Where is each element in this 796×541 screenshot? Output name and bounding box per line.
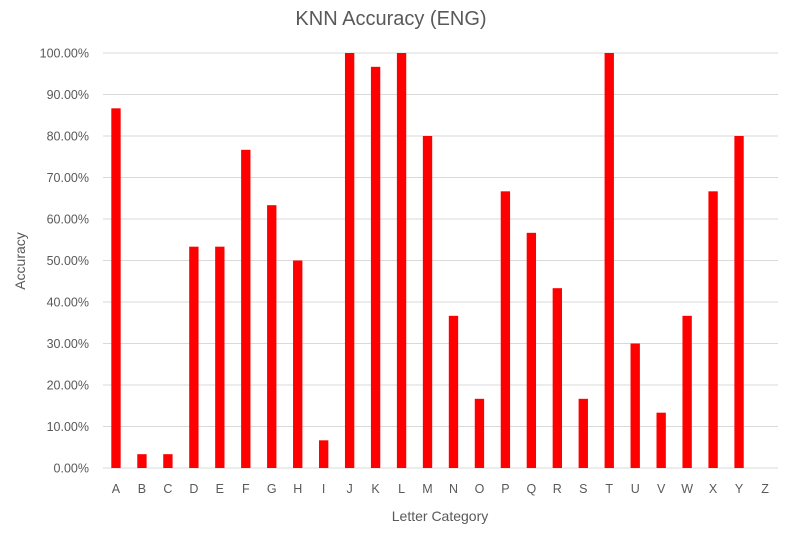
x-tick-label: U [631,482,640,496]
x-tick-label: G [267,482,277,496]
bar-q [526,232,537,468]
x-axis-ticks: A B C D E F G H I J K L M N O P Q R S T U V W X Y Z [112,482,769,496]
bar-o [474,398,485,468]
bar-w [682,315,692,468]
bar-l [396,53,407,468]
x-tick-label: V [657,482,666,496]
y-tick-label: 10.00% [47,420,89,434]
x-tick-label: B [138,482,146,496]
bar-x [708,191,718,468]
x-axis-label: Letter Category [392,508,489,524]
x-tick-label: N [449,482,458,496]
bar-r [552,288,562,468]
bar-m [422,136,433,468]
x-tick-label: F [242,482,250,496]
y-tick-label: 0.00% [54,462,89,476]
x-tick-label: Q [526,482,536,496]
y-tick-label: 30.00% [47,337,89,351]
x-tick-label: W [681,482,693,496]
x-tick-label: M [422,482,432,496]
y-tick-label: 100.00% [40,47,89,61]
x-tick-label: E [216,482,224,496]
chart-title: KNN Accuracy (ENG) [295,8,486,30]
bar-a [111,108,121,468]
x-tick-label: I [322,482,325,496]
bar-i [319,440,329,468]
bars [111,53,744,469]
y-tick-label: 60.00% [47,213,89,227]
y-tick-label: 50.00% [47,254,89,268]
bar-j [344,53,355,468]
x-tick-label: L [398,482,405,496]
bar-b [137,454,147,468]
y-tick-label: 90.00% [47,88,89,102]
y-axis-ticks: 0.00% 10.00% 20.00% 30.00% 40.00% 50.00% 60.00… [40,47,89,476]
x-tick-label: T [605,482,613,496]
bar-f [241,149,251,468]
x-tick-label: J [347,482,353,496]
bar-d [189,246,199,468]
x-tick-label: C [163,482,172,496]
x-tick-label: Z [761,482,769,496]
bar-n [448,315,459,468]
bar-k [370,66,381,468]
y-tick-label: 70.00% [47,171,89,185]
x-tick-label: H [293,482,302,496]
x-tick-label: K [371,482,380,496]
x-tick-label: P [501,482,509,496]
bar-g [267,205,277,469]
x-tick-label: A [112,482,121,496]
bar-u [630,343,640,468]
bar-v [656,412,666,468]
y-tick-label: 80.00% [47,130,89,144]
bar-p [500,191,511,468]
bar-t [604,53,614,468]
y-tick-label: 20.00% [47,379,89,393]
x-tick-label: O [475,482,485,496]
bar-e [215,246,225,468]
bar-h [293,260,303,468]
y-axis-label: Accuracy [12,232,28,290]
x-tick-label: D [189,482,198,496]
y-tick-label: 40.00% [47,296,89,310]
x-tick-label: S [579,482,587,496]
x-tick-label: X [709,482,718,496]
bar-c [163,454,173,468]
gridlines [103,52,778,469]
x-tick-label: R [553,482,562,496]
bar-y [734,136,744,468]
bar-s [578,398,588,468]
x-tick-label: Y [735,482,744,496]
